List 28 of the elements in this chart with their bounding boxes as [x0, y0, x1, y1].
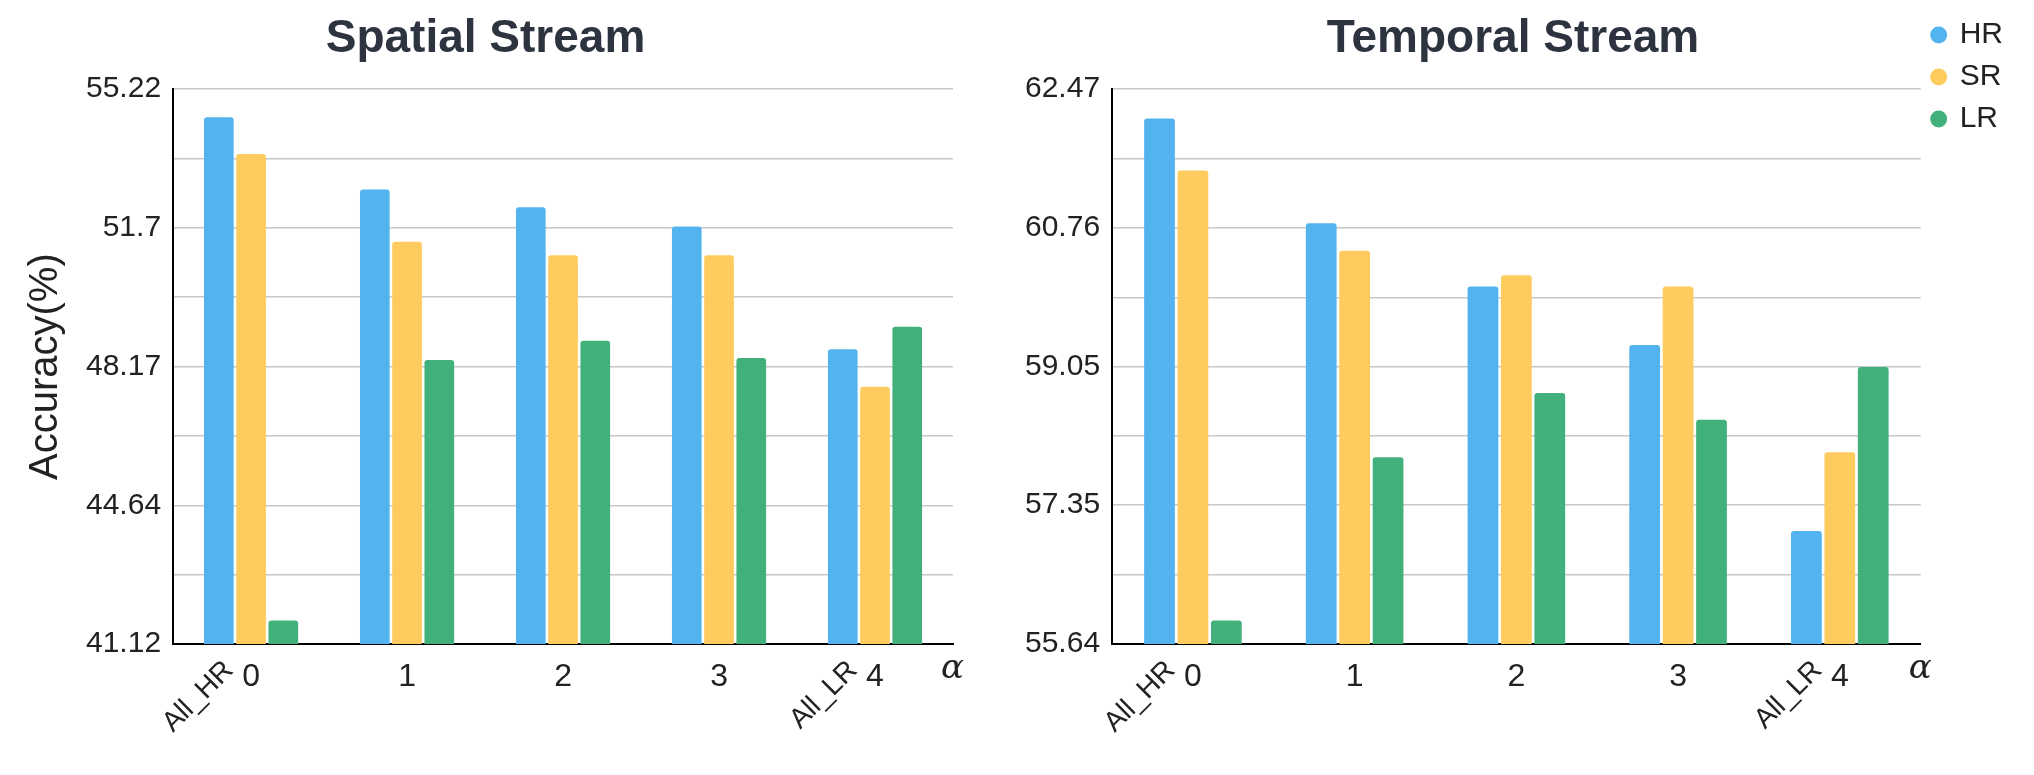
y-tick-label: 60.76 [1025, 209, 1101, 243]
x-axis-title: α [941, 645, 964, 686]
legend-label: LR [1959, 100, 1999, 134]
x-tick-label: 3 [1669, 657, 1687, 694]
x-tick-label: 0 [1184, 657, 1202, 694]
y-tick-label: 44.64 [86, 486, 162, 520]
y-tick-label: 62.47 [1025, 70, 1101, 104]
x-tick-label: 3 [710, 657, 728, 694]
y-tick-label: 41.12 [86, 625, 162, 659]
x-tick-label: 2 [1507, 657, 1526, 694]
y-tick-label: 55.64 [1025, 625, 1101, 659]
y-tick-label: 57.35 [1025, 486, 1101, 520]
x-tick-label: 0 [242, 657, 260, 694]
x-tick-label: 4 [1830, 657, 1849, 694]
y-tick-label: 48.17 [86, 347, 162, 381]
chart-title: Temporal Stream [1326, 10, 1700, 63]
y-axis-title: Accuracy(%) [21, 253, 66, 480]
x-tick-label: 1 [1345, 657, 1364, 694]
x-tick-label: 2 [554, 657, 572, 694]
y-tick-label: 51.7 [102, 208, 162, 242]
legend-label: SR [1959, 58, 2002, 92]
y-tick-label: 55.22 [86, 70, 162, 104]
x-tick-label: 4 [866, 657, 884, 694]
legend-label: HR [1959, 16, 2004, 50]
chart-title: Spatial Stream [325, 10, 646, 63]
x-tick-label: 1 [398, 657, 416, 694]
x-axis-title: α [1908, 645, 1932, 686]
y-tick-label: 59.05 [1025, 348, 1101, 382]
